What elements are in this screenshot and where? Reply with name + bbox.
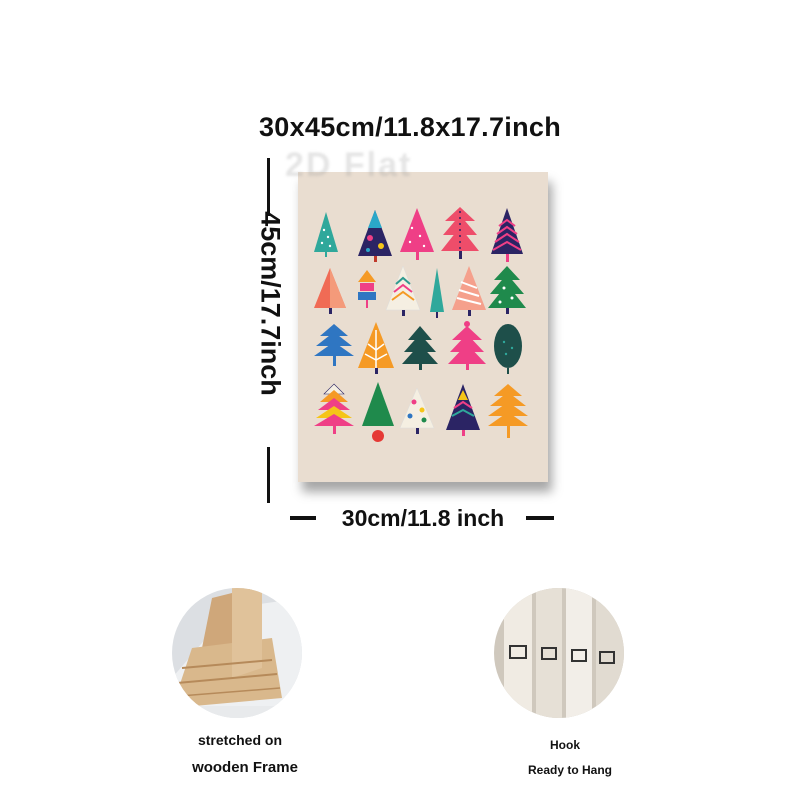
- watermark-text: 2D Flat: [285, 146, 413, 184]
- tree-icon: [491, 208, 523, 262]
- tree-icon: [314, 268, 346, 314]
- tree-icon: [448, 321, 486, 370]
- hook-caption-line1: Hook: [550, 738, 580, 752]
- tree-icon: [314, 324, 354, 366]
- tree-icon: [385, 265, 421, 316]
- tree-icon: [362, 382, 394, 442]
- tree-icon: [446, 384, 480, 436]
- canvas-print: [298, 172, 548, 482]
- tree-icon: [314, 383, 354, 434]
- tree-icon: [494, 324, 522, 374]
- height-marker-line-top: [267, 158, 270, 216]
- hook-image: [494, 588, 624, 718]
- frame-caption-line2: wooden Frame: [192, 759, 298, 776]
- tree-icon: [399, 387, 435, 434]
- tree-icon: [314, 212, 338, 257]
- tree-icon: [488, 266, 526, 314]
- tree-icon: [400, 208, 434, 260]
- width-marker-line-right: [526, 516, 554, 520]
- tree-icon: [358, 270, 376, 308]
- christmas-trees-artwork: [314, 207, 528, 442]
- tree-icon: [452, 266, 486, 316]
- tree-icon: [441, 207, 479, 259]
- tree-icon: [430, 268, 444, 318]
- height-label: 45cm/17.7inch: [255, 211, 286, 396]
- tree-icon: [358, 210, 392, 262]
- wooden-frame-image: [172, 588, 302, 718]
- frame-caption-line1: stretched on: [197, 732, 282, 748]
- tree-icon: [488, 384, 528, 438]
- size-title: 30x45cm/11.8x17.7inch: [258, 112, 562, 142]
- tree-icon: [358, 322, 394, 374]
- hook-caption-line2: Ready to Hang: [527, 763, 612, 777]
- tree-icon: [402, 326, 438, 370]
- width-marker-line-left: [290, 516, 316, 520]
- width-label: 30cm/11.8 inch: [341, 505, 505, 531]
- height-marker-line-bottom: [267, 447, 270, 503]
